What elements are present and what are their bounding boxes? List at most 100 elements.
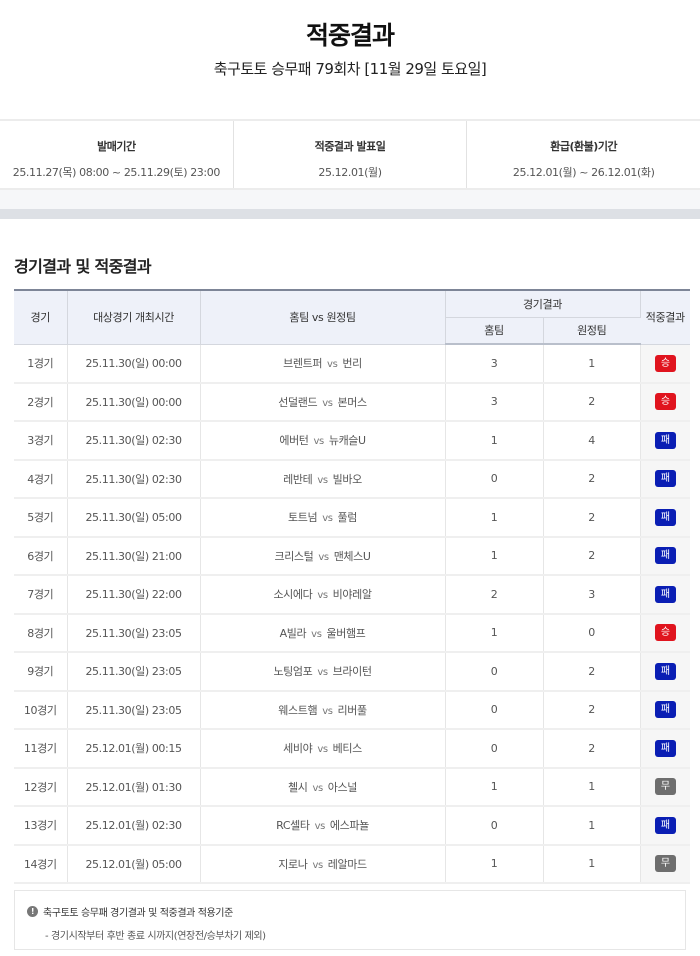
away-team: 번리: [342, 357, 362, 370]
notice-body: - 경기시작부터 후반 종료 시까지(연장전/승부차기 제외): [45, 931, 266, 942]
header-teams: 홈팀 vs 원정팀: [200, 289, 446, 345]
home-team: 에버턴: [279, 434, 309, 448]
home-team: 레반테: [283, 472, 313, 486]
vs-label: vs: [312, 782, 323, 794]
match-time: 25.12.01(월) 02:30: [67, 806, 201, 846]
match-time: 25.11.30(일) 05:00: [67, 498, 201, 538]
home-team: 브렌트퍼: [283, 357, 323, 370]
info-label: 발매기간: [97, 140, 136, 153]
away-score: 2: [543, 729, 641, 769]
game-number: 5경기: [14, 498, 68, 538]
vs-label: vs: [313, 436, 325, 448]
home-score: 0: [445, 690, 544, 730]
vs-label: vs: [327, 359, 338, 370]
home-score: 1: [445, 421, 544, 461]
outcome-cell: 패: [640, 459, 690, 499]
page-title: 적중결과: [305, 21, 395, 50]
match-time: 25.11.30(일) 00:00: [67, 382, 201, 422]
outcome-badge: 승: [654, 624, 676, 642]
home-team: A빌라: [279, 626, 307, 640]
outcome-badge: 패: [654, 701, 676, 719]
game-number: 9경기: [14, 652, 68, 692]
game-number: 4경기: [14, 459, 68, 499]
outcome-badge: 패: [654, 470, 676, 488]
header-outcome: 적중결과: [640, 289, 690, 345]
home-score: 0: [445, 459, 544, 499]
match-time: 25.12.01(월) 00:15: [67, 729, 201, 769]
home-score: 2: [445, 575, 544, 615]
outcome-badge: 패: [654, 816, 676, 834]
table-row: 2경기 25.11.30(일) 00:00 선덜랜드 vs 본머스 3 2 승: [14, 382, 690, 422]
game-number: 3경기: [14, 421, 68, 461]
match-teams: 소시에다 vs 비야레알: [200, 575, 446, 615]
match-teams: 에버턴 vs 뉴캐슬U: [200, 421, 446, 461]
outcome-cell: 패: [640, 729, 690, 769]
match-teams: 레반테 vs 빌바오: [200, 459, 446, 499]
away-score: 1: [543, 806, 641, 846]
table-row: 7경기 25.11.30(일) 22:00 소시에다 vs 비야레알 2 3 패: [14, 575, 690, 615]
match-teams: 노팅엄포 vs 브라이턴: [200, 652, 446, 692]
outcome-cell: 승: [640, 344, 690, 384]
match-teams: 크리스털 vs 맨체스U: [200, 536, 446, 576]
match-teams: 토트넘 vs 풀럼: [200, 498, 446, 538]
away-team: 본머스: [337, 395, 368, 409]
away-team: 베티스: [332, 742, 363, 756]
outcome-cell: 패: [640, 536, 690, 576]
home-team: 웨스트햄: [278, 703, 318, 717]
table-row: 9경기 25.11.30(일) 23:05 노팅엄포 vs 브라이턴 0 2 패: [14, 652, 690, 692]
home-score: 0: [445, 652, 544, 692]
table-row: 3경기 25.11.30(일) 02:30 에버턴 vs 뉴캐슬U 1 4 패: [14, 421, 690, 461]
info-label: 환급(환불)기간: [550, 140, 618, 153]
match-time: 25.12.01(월) 05:00: [67, 844, 201, 884]
notice-title: 축구토토 승무패 경기결과 및 적중결과 적용기준: [43, 908, 233, 919]
outcome-badge: 승: [654, 393, 676, 411]
outcome-badge: 패: [654, 547, 676, 565]
outcome-badge: 패: [654, 739, 676, 757]
game-number: 8경기: [14, 613, 68, 653]
vs-label: vs: [314, 821, 326, 833]
table-row: 5경기 25.11.30(일) 05:00 토트넘 vs 풀럼 1 2 패: [14, 498, 690, 538]
match-teams: 세비야 vs 베티스: [200, 729, 446, 769]
home-score: 0: [445, 806, 544, 846]
header-game: 경기: [14, 289, 68, 345]
away-team: 빌바오: [332, 472, 363, 486]
home-score: 1: [445, 613, 544, 653]
table-row: 12경기 25.12.01(월) 01:30 첼시 vs 아스널 1 1 무: [14, 767, 690, 807]
away-team: 울버햄프: [326, 626, 366, 640]
home-team: 크리스털: [274, 549, 314, 563]
match-teams: 브렌트퍼 vs 번리: [200, 344, 446, 384]
info-value: 25.12.01(월): [318, 166, 382, 179]
home-team: 노팅엄포: [273, 665, 313, 679]
away-team: 에스파뇰: [329, 819, 369, 833]
outcome-cell: 무: [640, 767, 690, 807]
away-score: 1: [543, 344, 641, 384]
away-team: 리버풀: [337, 703, 368, 717]
away-team: 브라이턴: [332, 665, 372, 679]
away-score: 2: [543, 536, 641, 576]
match-time: 25.11.30(일) 23:05: [67, 613, 201, 653]
away-score: 4: [543, 421, 641, 461]
home-score: 3: [445, 344, 544, 384]
home-team: 소시에다: [273, 588, 313, 602]
table-row: 6경기 25.11.30(일) 21:00 크리스털 vs 맨체스U 1 2 패: [14, 536, 690, 576]
outcome-cell: 패: [640, 806, 690, 846]
exclamation-circle-icon: !: [27, 906, 38, 917]
outcome-cell: 패: [640, 421, 690, 461]
game-number: 13경기: [14, 806, 68, 846]
divider: [0, 209, 700, 219]
match-time: 25.11.30(일) 21:00: [67, 536, 201, 576]
home-score: 0: [445, 729, 544, 769]
away-score: 2: [543, 498, 641, 538]
outcome-badge: 무: [654, 778, 676, 796]
vs-label: vs: [322, 513, 333, 525]
away-team: 뉴캐슬U: [328, 434, 366, 448]
outcome-cell: 승: [640, 382, 690, 422]
match-time: 25.11.30(일) 02:30: [67, 421, 201, 461]
home-team: 첼시: [288, 780, 308, 794]
home-score: 1: [445, 767, 544, 807]
away-score: 1: [543, 767, 641, 807]
away-team: 풀럼: [337, 511, 358, 525]
header-away: 원정팀: [543, 317, 640, 345]
home-score: 3: [445, 382, 544, 422]
announce-date: 적중결과 발표일 25.12.01(월): [234, 121, 468, 188]
